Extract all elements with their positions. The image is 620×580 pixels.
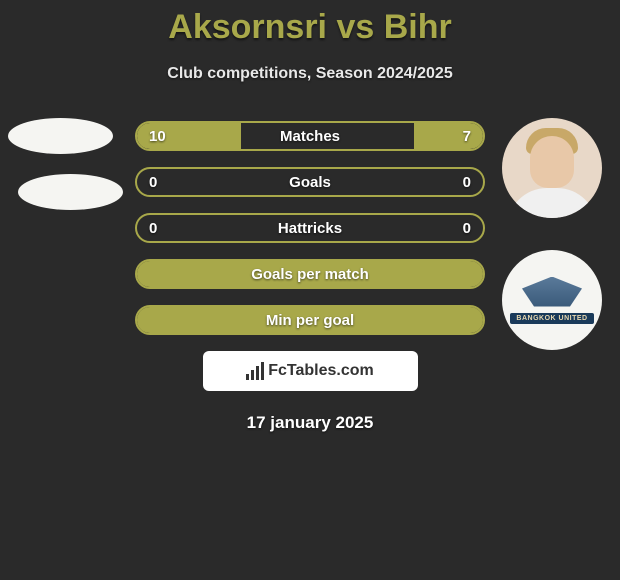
player-left-avatar-top bbox=[8, 118, 113, 154]
stat-label: Goals per match bbox=[137, 261, 483, 287]
stat-label: Goals bbox=[137, 169, 483, 195]
stat-value-left: 0 bbox=[149, 169, 157, 195]
stat-row: Matches10 7 bbox=[135, 121, 485, 151]
brand-badge[interactable]: FcTables.com bbox=[203, 351, 418, 391]
subtitle: Club competitions, Season 2024/2025 bbox=[0, 65, 620, 83]
club-right-badge: BANGKOK UNITED bbox=[502, 250, 602, 350]
stat-value-left: 0 bbox=[149, 215, 157, 241]
stat-row: Goals per match bbox=[135, 259, 485, 289]
stat-value-right: 0 bbox=[463, 169, 471, 195]
player-right-avatar bbox=[502, 118, 602, 218]
stat-label: Matches bbox=[137, 123, 483, 149]
stats-container: Matches107Goals00Hattricks00Goals per ma… bbox=[135, 121, 485, 335]
stat-label: Hattricks bbox=[137, 215, 483, 241]
brand-text: FcTables.com bbox=[268, 362, 374, 380]
brand-bars-icon bbox=[246, 362, 264, 380]
stat-row: Hattricks0 0 bbox=[135, 213, 485, 243]
player-left-avatar-bottom bbox=[18, 174, 123, 210]
stat-value-right: 0 bbox=[463, 215, 471, 241]
stat-label: Min per goal bbox=[137, 307, 483, 333]
stat-value-right: 7 bbox=[463, 123, 471, 149]
stat-row: Min per goal bbox=[135, 305, 485, 335]
date-label: 17 january 2025 bbox=[0, 413, 620, 433]
club-badge-text: BANGKOK UNITED bbox=[510, 313, 593, 324]
page-title: Aksornsri vs Bihr bbox=[0, 0, 620, 47]
stat-value-left: 10 bbox=[149, 123, 166, 149]
stat-row: Goals0 0 bbox=[135, 167, 485, 197]
